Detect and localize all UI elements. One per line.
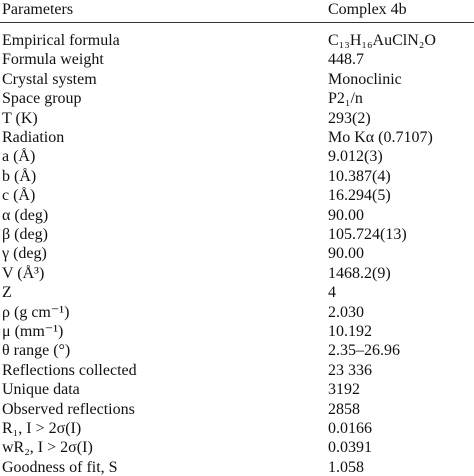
parameter-value: 10.192 bbox=[328, 323, 372, 340]
header-cell: Parameters bbox=[2, 1, 74, 18]
parameter-value: 0.0391 bbox=[328, 439, 372, 457]
parameter-value: P2₁/n bbox=[328, 90, 363, 108]
parameter-name: Observed reflections bbox=[2, 400, 135, 418]
parameter-value: 448.7 bbox=[328, 51, 364, 69]
parameter-value: 90.00 bbox=[328, 245, 364, 263]
parameter-value: 1.058 bbox=[328, 458, 364, 476]
parameter-name: α (deg) bbox=[2, 206, 49, 224]
parameter-value: 105.724(13) bbox=[328, 226, 407, 243]
parameter-name: β (deg) bbox=[2, 226, 48, 243]
parameter-name: Goodness of fit, S bbox=[2, 458, 118, 476]
parameter-name: T (K) bbox=[2, 109, 38, 127]
parameter-value: 4 bbox=[328, 284, 336, 302]
parameter-name: μ (mm⁻¹) bbox=[2, 323, 64, 340]
parameter-name: ρ (g cm⁻¹) bbox=[2, 303, 70, 321]
parameter-value: C₁₃H₁₆AuClN₂O bbox=[328, 32, 436, 49]
parameter-name: Reflections collected bbox=[2, 361, 137, 379]
parameter-name: γ (deg) bbox=[2, 245, 47, 263]
header-rule bbox=[0, 22, 474, 23]
parameter-value: 90.00 bbox=[328, 206, 364, 224]
parameter-value: Mo Kα (0.7107) bbox=[328, 129, 433, 146]
parameter-name: b (Å) bbox=[2, 167, 37, 185]
header-cell: Complex 4b bbox=[328, 1, 407, 18]
parameter-value: 16.294(5) bbox=[328, 187, 391, 205]
parameter-name: Z bbox=[2, 284, 12, 302]
parameter-name: Unique data bbox=[2, 381, 80, 399]
parameter-value: 293(2) bbox=[328, 109, 371, 127]
parameter-name: θ range (°) bbox=[2, 342, 71, 360]
parameter-name: Space group bbox=[2, 90, 82, 108]
parameter-name: c (Å) bbox=[2, 187, 36, 205]
parameter-value: 2.35–26.96 bbox=[328, 342, 400, 360]
parameter-value: 10.387(4) bbox=[328, 167, 391, 185]
parameter-value: Monoclinic bbox=[328, 70, 402, 88]
parameter-value: 3192 bbox=[328, 381, 360, 399]
parameter-value: 2.030 bbox=[328, 303, 364, 321]
parameter-name: Crystal system bbox=[2, 70, 97, 88]
parameter-name: wR₂, I > 2σ(I) bbox=[2, 439, 93, 457]
parameter-name: Radiation bbox=[2, 129, 65, 146]
parameter-name: a (Å) bbox=[2, 148, 36, 166]
parameter-value: 2858 bbox=[328, 400, 360, 418]
parameter-value: 9.012(3) bbox=[328, 148, 383, 166]
parameter-name: V (Å³) bbox=[2, 264, 45, 282]
parameter-name: Empirical formula bbox=[2, 32, 120, 49]
parameter-value: 1468.2(9) bbox=[328, 264, 391, 282]
parameter-value: 0.0166 bbox=[328, 420, 372, 437]
parameter-value: 23 336 bbox=[328, 361, 372, 379]
parameter-name: Formula weight bbox=[2, 51, 104, 69]
parameter-name: R₁, I > 2σ(I) bbox=[2, 420, 82, 437]
